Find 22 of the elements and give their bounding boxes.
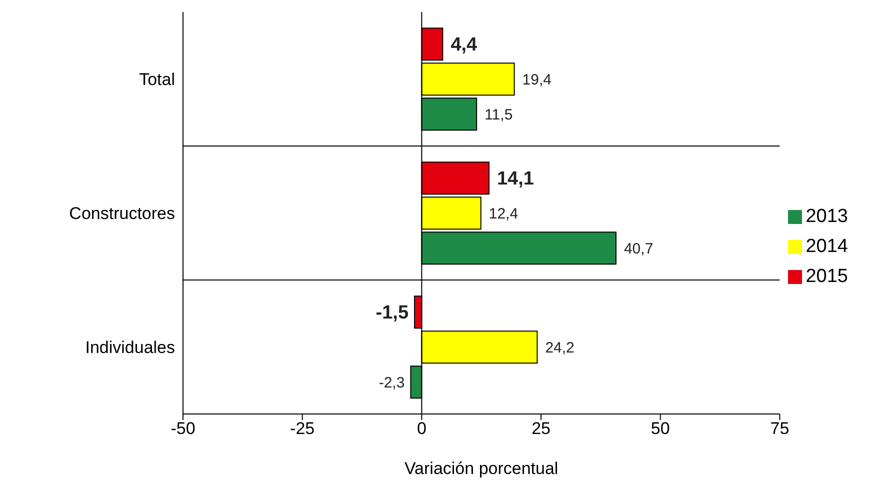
x-tick-label: 0 (416, 419, 426, 438)
data-label: 12,4 (488, 205, 518, 222)
data-label: 4,4 (450, 34, 478, 56)
x-tick-label: -50 (170, 419, 196, 438)
data-label: 11,5 (484, 106, 513, 124)
x-axis-title: Variación porcentual (404, 459, 558, 478)
legend-label: 2014 (806, 236, 848, 257)
x-tick-label: 75 (770, 419, 790, 438)
data-label: 24,2 (545, 339, 574, 356)
y-tick-label: Individuales (85, 338, 175, 358)
x-tick-label: -25 (290, 419, 315, 438)
x-tick-label: 50 (650, 419, 670, 438)
data-label: -2,3 (378, 374, 405, 392)
legend-label: 2013 (806, 206, 848, 227)
data-label: 14,1 (496, 168, 534, 190)
data-label: 40,7 (624, 240, 654, 258)
x-tick-label: 25 (532, 419, 550, 438)
data-label: -1,5 (376, 302, 409, 324)
y-tick-label: Total (139, 70, 175, 90)
data-label: 19,4 (522, 71, 552, 88)
legend-label: 2015 (806, 266, 848, 287)
y-tick-label: Constructores (69, 204, 175, 224)
